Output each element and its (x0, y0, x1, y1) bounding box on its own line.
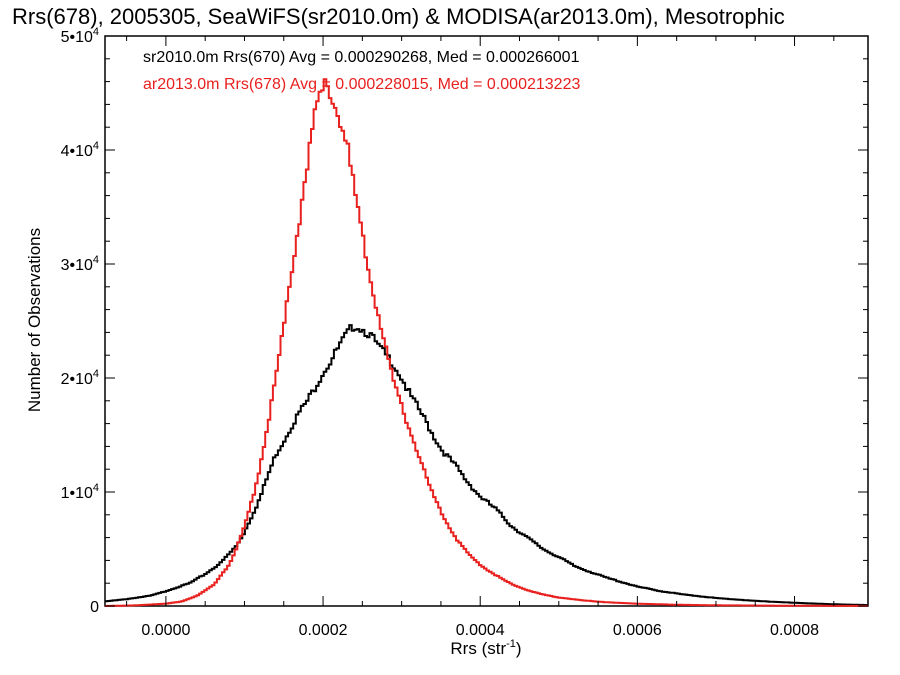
x-axis: 0.0000 0.0002 0.0004 0.0006 0.0008 (126, 36, 835, 639)
y-tick-label: 1•104 (61, 482, 99, 502)
series-line-1 (105, 324, 868, 606)
series-line-2 (105, 78, 868, 607)
legend: sr2010.0m Rrs(670) Avg = 0.000290268, Me… (143, 49, 580, 93)
x-tick-label: 0.0002 (299, 622, 348, 639)
legend-entry-1: sr2010.0m Rrs(670) Avg = 0.000290268, Me… (143, 49, 580, 66)
x-axis-label: Rrs (str-1) (450, 638, 521, 658)
y-axis-label: Number of Observations (25, 228, 44, 412)
x-tick-label: 0.0000 (141, 622, 190, 639)
y-tick-label: 5•104 (61, 26, 99, 46)
y-axis: 0 1•104 2•104 3•104 4•104 5•104 (61, 26, 868, 616)
series-layer (105, 78, 868, 607)
plot-frame (104, 35, 869, 607)
y-tick-label: 3•104 (61, 254, 99, 274)
chart-title: Rrs(678), 2005305, SeaWiFS(sr2010.0m) & … (12, 4, 785, 29)
y-tick-label: 4•104 (61, 140, 99, 160)
y-tick-label: 0 (90, 599, 99, 616)
x-tick-label: 0.0008 (770, 622, 819, 639)
y-tick-label: 2•104 (61, 368, 99, 388)
x-tick-label: 0.0006 (613, 622, 662, 639)
x-tick-label: 0.0004 (456, 622, 505, 639)
legend-entry-2: ar2013.0m Rrs(678) Avg = 0.000228015, Me… (143, 76, 580, 93)
